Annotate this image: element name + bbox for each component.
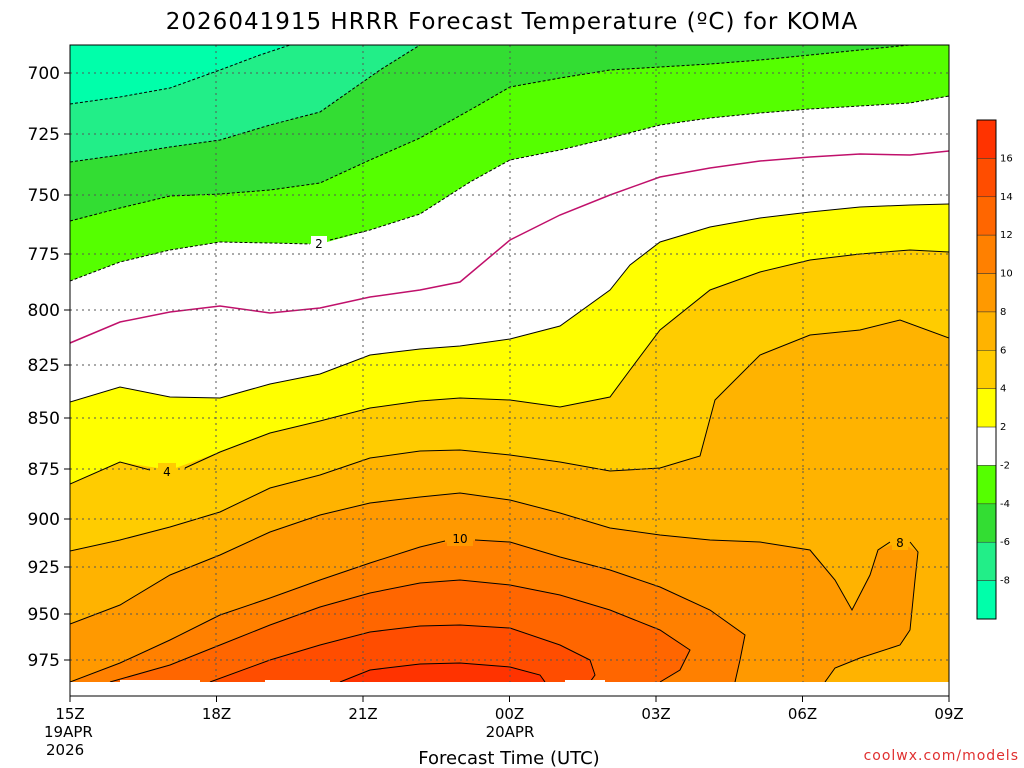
x-tick-label: 06Z bbox=[788, 705, 817, 723]
x-axis: 15Z 18Z 21Z 00Z 03Z 06Z 09Z bbox=[55, 696, 964, 723]
x-tick-label: 09Z bbox=[934, 705, 963, 723]
colorbar-swatch bbox=[976, 541, 997, 581]
colorbar-swatch bbox=[976, 273, 997, 313]
colorbar-swatch bbox=[976, 388, 997, 428]
colorbar-swatch bbox=[976, 311, 997, 351]
y-tick-label: 975 bbox=[28, 651, 60, 671]
x-tick-label: 18Z bbox=[202, 705, 231, 723]
colorbar-swatch bbox=[976, 350, 997, 389]
y-tick-label: 950 bbox=[28, 605, 60, 625]
colorbar-label: 8 bbox=[1000, 307, 1006, 318]
y-tick-label: 850 bbox=[28, 409, 60, 429]
y-tick-label: 900 bbox=[28, 510, 60, 530]
colorbar-label: 4 bbox=[1000, 384, 1006, 395]
isotherm-plus-2 bbox=[70, 203, 949, 403]
grid bbox=[70, 45, 949, 682]
contour-lines bbox=[70, 45, 949, 682]
colorbar-label: 10 bbox=[1000, 269, 1013, 280]
y-tick-label: 750 bbox=[28, 186, 60, 206]
ground-highlights bbox=[120, 680, 605, 682]
colorbar-label: -2 bbox=[1000, 460, 1010, 471]
plot-area bbox=[70, 45, 949, 696]
site-credit: coolwx.com/models bbox=[864, 748, 1019, 764]
x-tick-label: 15Z bbox=[55, 705, 84, 723]
y-tick-label: 925 bbox=[28, 558, 60, 578]
isotherm-0-lower bbox=[70, 95, 949, 282]
isotherm-plus-6 bbox=[70, 319, 949, 552]
colorbar-label: -8 bbox=[1000, 576, 1010, 587]
colorbar: 16 14 12 10 8 6 4 2 -2 -4 -6 -8 bbox=[976, 119, 1013, 620]
contour-label-2: 2 bbox=[315, 237, 323, 251]
isotherm-plus-16 bbox=[339, 662, 546, 682]
colorbar-swatch bbox=[976, 196, 997, 236]
isotherm-0-melting-line bbox=[70, 150, 949, 344]
contour-label-8: 8 bbox=[896, 536, 904, 550]
colorbar-label: 14 bbox=[1000, 192, 1013, 203]
ground-layer bbox=[70, 682, 949, 696]
y-tick-label: 875 bbox=[28, 460, 60, 480]
isotherm-minus-6 bbox=[70, 45, 291, 105]
isotherm-plus-8 bbox=[70, 492, 919, 682]
contour-label-4: 4 bbox=[163, 465, 171, 479]
colorbar-swatch bbox=[976, 158, 997, 198]
colorbar-label: 6 bbox=[1000, 345, 1006, 356]
colorbar-label: 2 bbox=[1000, 422, 1006, 433]
x-date-label-year: 2026 bbox=[46, 741, 84, 759]
y-tick-label: 800 bbox=[28, 301, 60, 321]
colorbar-swatch bbox=[976, 580, 997, 620]
isotherm-plus-12 bbox=[109, 579, 691, 682]
x-tick-label: 00Z bbox=[495, 705, 524, 723]
colorbar-swatch bbox=[976, 465, 997, 505]
isotherm-minus-2 bbox=[70, 45, 911, 222]
y-axis: 700 725 750 775 800 825 850 875 900 925 950 975 bbox=[28, 64, 70, 671]
colorbar-swatch bbox=[976, 503, 997, 543]
y-tick-label: 825 bbox=[28, 356, 60, 376]
y-tick-label: 725 bbox=[28, 125, 60, 145]
colorbar-label: -4 bbox=[1000, 499, 1010, 510]
x-date-label-19apr: 19APR bbox=[44, 723, 93, 741]
colorbar-swatch bbox=[976, 119, 997, 159]
y-tick-label: 700 bbox=[28, 64, 60, 84]
x-date-label-20apr: 20APR bbox=[486, 723, 535, 741]
isotherm-plus-10 bbox=[70, 539, 746, 682]
colorbar-label: -6 bbox=[1000, 537, 1010, 548]
colorbar-swatch bbox=[976, 234, 997, 274]
isotherm-plus-14 bbox=[209, 624, 596, 682]
x-tick-label: 21Z bbox=[348, 705, 377, 723]
y-tick-label: 775 bbox=[28, 245, 60, 265]
chart-title: 2026041915 HRRR Forecast Temperature (ºC… bbox=[166, 9, 858, 35]
contour-label-10: 10 bbox=[452, 532, 467, 546]
colorbar-label: 16 bbox=[1000, 153, 1013, 164]
colorbar-frame bbox=[976, 119, 997, 620]
colorbar-label: 12 bbox=[1000, 230, 1013, 241]
x-tick-label: 03Z bbox=[641, 705, 670, 723]
isotherm-plus-4 bbox=[70, 249, 949, 485]
colorbar-swatch bbox=[976, 426, 997, 466]
x-axis-label: Forecast Time (UTC) bbox=[418, 748, 599, 768]
isotherm-minus-4 bbox=[70, 45, 421, 163]
